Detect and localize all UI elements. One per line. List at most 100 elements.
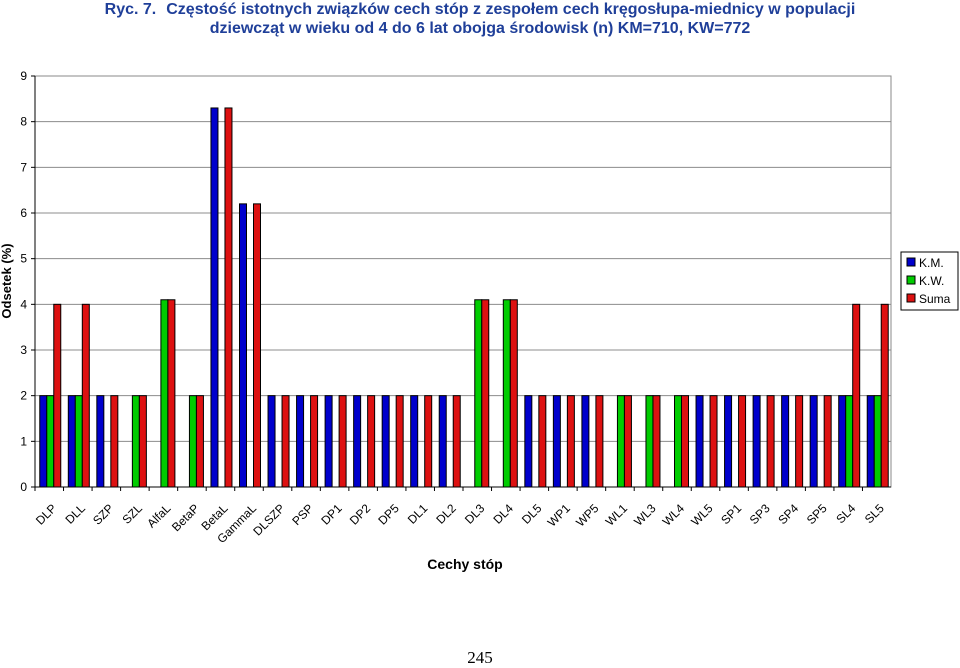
y-tick-label: 7 [20, 160, 27, 174]
bar-km-sp3 [752, 395, 761, 488]
bar-km-betal [210, 107, 219, 488]
bar-suma-sp3 [766, 395, 775, 488]
figure-label: Ryc. 7. [104, 1, 157, 18]
bar-suma-wl4 [681, 395, 689, 488]
bar-kw-wl3 [645, 395, 654, 488]
chart-title-line1: Ryc. 7. Częstość istotnych związków cech … [0, 0, 960, 19]
bar-suma-szp [110, 395, 119, 488]
title-text-1: Częstość istotnych związków cech stóp z … [166, 1, 856, 18]
x-tick-label: DP2 [347, 501, 374, 528]
y-axis-title: Odsetek (%) [0, 243, 14, 318]
x-tick-label: SP3 [747, 501, 773, 527]
bar-suma-sp1 [738, 395, 747, 488]
x-tick-label: SZL [120, 501, 146, 527]
bar-km-dp2 [353, 395, 362, 488]
bar-suma-dll [81, 303, 90, 488]
x-tick-label: BetaP [169, 501, 202, 534]
x-tick-label: WL5 [688, 501, 716, 529]
bar-km-gammal [239, 203, 247, 488]
bar-suma-dl5 [538, 395, 547, 488]
x-tick-label: WL4 [660, 501, 688, 529]
x-tick-label: DLSZP [250, 501, 287, 538]
x-tick-label: SP1 [718, 501, 744, 527]
bar-km-dl5 [524, 395, 533, 488]
x-tick-label: DL1 [405, 501, 431, 527]
bar-km-psp [296, 395, 305, 488]
bar-km-dl1 [410, 395, 419, 488]
bar-kw-dl3 [474, 299, 483, 488]
bar-suma-dl2 [452, 395, 461, 488]
bar-suma-dlp [53, 303, 62, 488]
x-tick-label: WP1 [545, 501, 574, 530]
x-tick-label: DL4 [490, 501, 516, 527]
chart-title: Ryc. 7. Częstość istotnych związków cech … [0, 0, 960, 40]
bar-kw-dl4 [502, 299, 511, 488]
x-tick-label: SL4 [833, 501, 858, 526]
bar-suma-dl1 [424, 395, 433, 488]
bar-suma-wl1 [623, 395, 632, 488]
y-tick-label: 2 [20, 389, 27, 403]
legend: K.M. K.W. Suma [900, 251, 959, 311]
x-tick-label: SP4 [775, 501, 801, 527]
bar-kw-alfal [160, 299, 169, 488]
x-tick-label: WP5 [573, 501, 602, 530]
bar-suma-gammal [253, 203, 261, 488]
y-tick-label: 9 [20, 69, 27, 83]
x-tick-label: DP1 [318, 501, 345, 528]
y-tick-label: 3 [20, 343, 27, 357]
bar-km-sp4 [781, 395, 790, 488]
x-tick-label: PSP [289, 501, 316, 528]
x-tick-label: DL3 [462, 501, 488, 527]
bar-kw-dll [74, 395, 83, 488]
bar-kw-sl4 [845, 395, 854, 488]
y-tick-label: 0 [20, 480, 27, 494]
bar-suma-dl4 [509, 299, 518, 488]
bar-km-dp1 [324, 395, 333, 488]
bar-suma-szl [138, 395, 147, 488]
x-tick-label: DLL [62, 501, 88, 527]
bar-km-sl4 [838, 395, 847, 488]
bar-suma-alfal [167, 299, 176, 488]
bar-km-sl5 [866, 395, 875, 488]
x-tick-label: DL2 [433, 501, 459, 527]
bar-km-dl2 [438, 395, 447, 488]
bar-km-wp5 [581, 395, 590, 488]
bar-suma-dp2 [367, 395, 376, 488]
bar-km-dlszp [267, 395, 276, 488]
legend-swatch [906, 293, 916, 303]
x-tick-label: SZP [90, 501, 116, 527]
bar-suma-wp1 [566, 395, 575, 488]
axes [31, 75, 892, 491]
chart-title-line2: dziewcząt w wieku od 4 do 6 lat obojga ś… [209, 20, 751, 37]
bar-suma-betal [224, 107, 233, 488]
x-tick-label: SL5 [862, 501, 887, 526]
x-tick-label: SP5 [804, 501, 830, 527]
bar-suma-wp5 [595, 395, 604, 488]
legend-label: K.M. [919, 256, 944, 270]
x-tick-label: DL5 [519, 501, 545, 527]
bar-km-dp5 [381, 395, 390, 488]
page-number: 245 [467, 648, 493, 667]
y-tick-label: 5 [20, 252, 27, 266]
bar-km-wp1 [552, 395, 561, 488]
x-tick-label: DLP [33, 501, 59, 527]
bar-km-dll [67, 395, 76, 488]
bar-suma-sl4 [852, 303, 861, 488]
y-tick-label: 8 [20, 115, 27, 129]
x-tick-label: WL3 [631, 501, 659, 529]
bar-km-dlp [39, 395, 48, 488]
bar-suma-dp5 [395, 395, 404, 488]
bar-suma-sp4 [795, 395, 804, 488]
grid-lines [35, 121, 891, 442]
bar-km-szp [96, 395, 105, 488]
bar-kw-wl1 [616, 395, 625, 488]
bar-suma-dlszp [281, 395, 290, 488]
bar-km-sp5 [809, 395, 818, 488]
bar-kw-dlp [46, 395, 55, 488]
x-axis-title: Cechy stóp [427, 556, 502, 572]
bar-km-sp1 [724, 395, 733, 488]
legend-swatch [906, 275, 916, 285]
bar-kw-betap [188, 395, 197, 488]
